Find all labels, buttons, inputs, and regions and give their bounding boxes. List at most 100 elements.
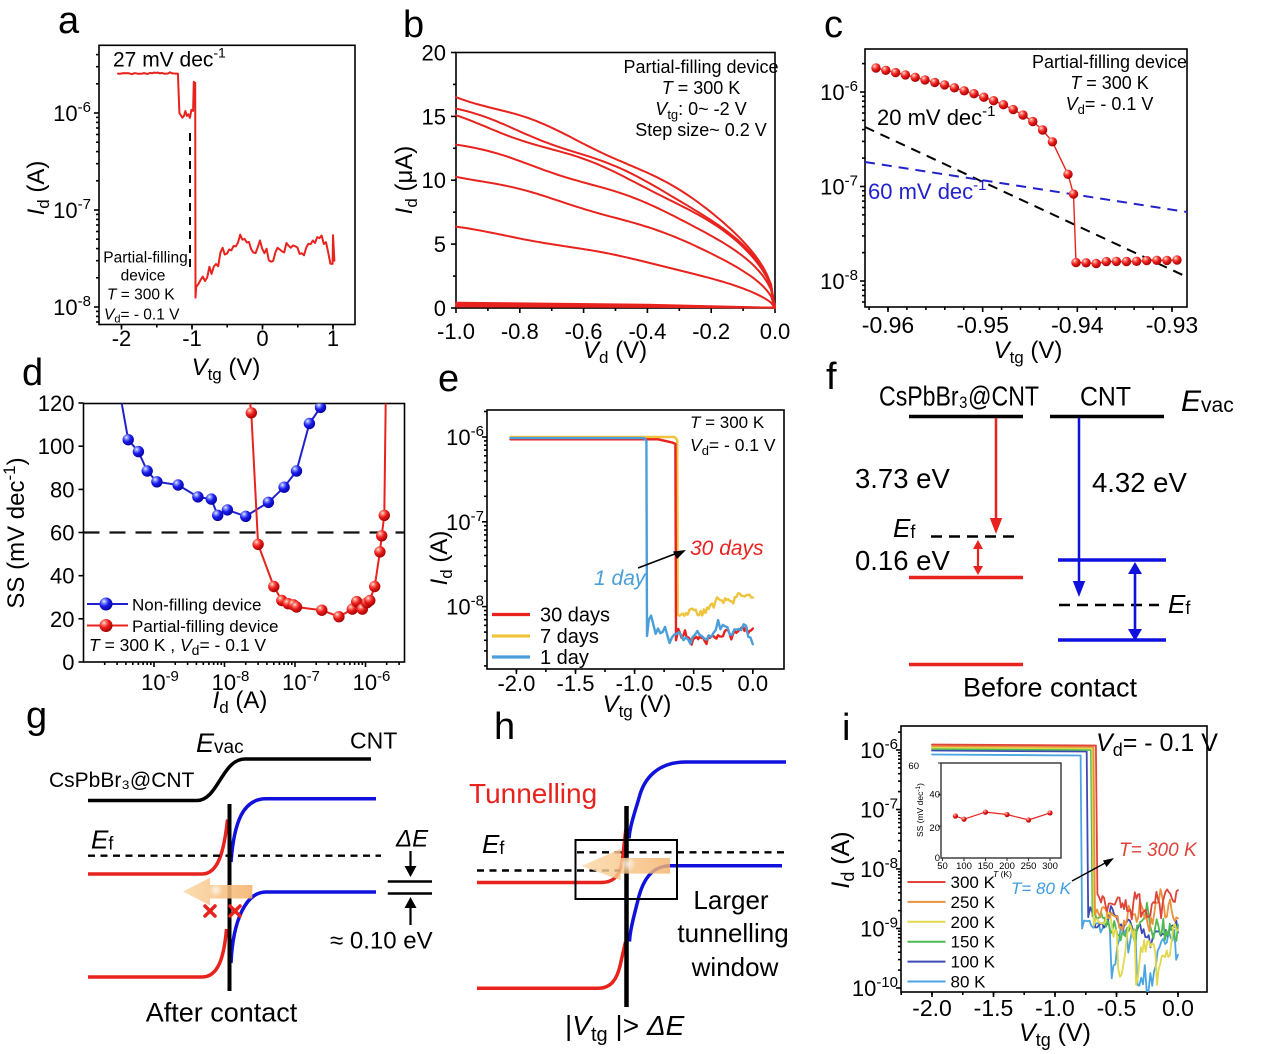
- svg-text:Larger: Larger: [693, 885, 768, 915]
- svg-text:≈ 0.10 eV: ≈ 0.10 eV: [330, 928, 433, 955]
- svg-text:20: 20: [50, 607, 74, 632]
- svg-text:10-7: 10-7: [820, 173, 858, 200]
- svg-text:T = 300 K , Vd= - 0.1 V: T = 300 K , Vd= - 0.1 V: [89, 635, 266, 658]
- svg-text:Vd= - 0.1 V: Vd= - 0.1 V: [690, 435, 776, 458]
- svg-text:-1: -1: [182, 326, 202, 351]
- svg-text:10-6: 10-6: [446, 423, 484, 450]
- svg-text:T= 80 K: T= 80 K: [1011, 879, 1072, 898]
- svg-text:0: 0: [935, 853, 940, 864]
- svg-text:15: 15: [422, 104, 446, 129]
- svg-text:10-6: 10-6: [860, 736, 898, 763]
- svg-text:150: 150: [978, 861, 994, 872]
- svg-text:300 K: 300 K: [951, 873, 996, 892]
- svg-text:SS (mV dec-1): SS (mV dec-1): [915, 783, 925, 837]
- svg-text:10-6: 10-6: [820, 78, 858, 105]
- svg-text:-0.4: -0.4: [628, 319, 666, 344]
- svg-text:Vtg: 0~ -2 V: Vtg: 0~ -2 V: [655, 99, 746, 122]
- svg-text:60 mV dec-1: 60 mV dec-1: [868, 177, 987, 204]
- svg-text:-0.8: -0.8: [501, 319, 539, 344]
- svg-text:f: f: [826, 356, 837, 398]
- svg-text:-2.0: -2.0: [912, 995, 952, 1021]
- svg-text:Vd= - 0.1 V: Vd= - 0.1 V: [104, 307, 180, 326]
- svg-text:-2: -2: [112, 326, 132, 351]
- svg-text:-1.0: -1.0: [437, 319, 475, 344]
- svg-text:-0.6: -0.6: [565, 319, 603, 344]
- svg-text:300: 300: [1042, 861, 1058, 872]
- svg-text:60: 60: [50, 521, 74, 546]
- svg-text:T = 300 K: T = 300 K: [662, 78, 741, 98]
- svg-text:-1.5: -1.5: [974, 995, 1014, 1021]
- svg-text:10-6: 10-6: [353, 668, 391, 695]
- svg-text:100 K: 100 K: [951, 953, 996, 972]
- svg-text:T = 300 K: T = 300 K: [1070, 73, 1149, 93]
- svg-text:Vtg (V): Vtg (V): [603, 691, 672, 721]
- svg-text:150 K: 150 K: [951, 933, 996, 952]
- svg-text:0: 0: [62, 650, 74, 675]
- svg-text:Tunnelling: Tunnelling: [469, 778, 597, 809]
- svg-text:10-8: 10-8: [860, 855, 898, 882]
- svg-text:10-6: 10-6: [53, 99, 91, 126]
- svg-text:ΔE: ΔE: [395, 826, 429, 853]
- svg-text:Id (A): Id (A): [827, 831, 858, 888]
- svg-text:80: 80: [50, 477, 74, 502]
- svg-text:T (K): T (K): [993, 869, 1012, 879]
- svg-text:After contact: After contact: [146, 998, 298, 1028]
- svg-text:CsPbBr₃@CNT: CsPbBr₃@CNT: [879, 381, 1039, 412]
- svg-text:10: 10: [422, 168, 446, 193]
- svg-text:g: g: [26, 695, 47, 737]
- svg-text:device: device: [121, 268, 166, 285]
- svg-text:SS (mV dec-1): SS (mV dec-1): [0, 457, 30, 608]
- svg-text:100: 100: [38, 434, 75, 459]
- svg-text:i: i: [842, 707, 850, 749]
- svg-text:CsPbBr₃@CNT: CsPbBr₃@CNT: [49, 769, 195, 792]
- svg-text:100: 100: [956, 861, 972, 872]
- svg-text:e: e: [438, 358, 459, 400]
- svg-text:Id (A): Id (A): [426, 531, 456, 586]
- svg-text:Partial-filling device: Partial-filling device: [132, 617, 278, 636]
- svg-text:20: 20: [929, 823, 940, 834]
- svg-text:Vd= - 0.1 V: Vd= - 0.1 V: [1096, 729, 1218, 760]
- svg-text:50: 50: [937, 861, 948, 872]
- svg-text:b: b: [403, 4, 424, 46]
- svg-text:250 K: 250 K: [951, 893, 996, 912]
- svg-text:CNT: CNT: [350, 728, 397, 754]
- svg-text:T = 300 K: T = 300 K: [107, 287, 175, 304]
- svg-text:7 days: 7 days: [540, 626, 599, 648]
- svg-text:10-9: 10-9: [141, 668, 179, 695]
- svg-text:CNT: CNT: [1080, 382, 1131, 412]
- svg-text:Id (A): Id (A): [23, 161, 53, 216]
- svg-text:10-9: 10-9: [860, 915, 898, 942]
- svg-text:10-7: 10-7: [860, 796, 898, 823]
- svg-text:-1.0: -1.0: [1035, 995, 1075, 1021]
- svg-text:60: 60: [908, 761, 919, 772]
- svg-text:20: 20: [422, 41, 446, 66]
- svg-text:5: 5: [434, 232, 446, 257]
- svg-text:10-7: 10-7: [282, 668, 320, 695]
- svg-text:10-7: 10-7: [53, 196, 91, 223]
- svg-text:T= 300 K: T= 300 K: [1119, 840, 1198, 861]
- svg-text:27 mV dec-1: 27 mV dec-1: [113, 45, 226, 72]
- svg-text:30 days: 30 days: [690, 537, 764, 560]
- svg-text:-0.2: -0.2: [692, 319, 730, 344]
- svg-text:c: c: [824, 4, 843, 46]
- svg-text:1: 1: [327, 326, 339, 351]
- svg-text:80 K: 80 K: [951, 973, 987, 992]
- svg-text:tunnelling: tunnelling: [677, 918, 788, 948]
- svg-text:0.16 eV: 0.16 eV: [855, 545, 950, 576]
- svg-text:Step size~ 0.2 V: Step size~ 0.2 V: [635, 120, 767, 140]
- svg-text:20 mV dec-1: 20 mV dec-1: [877, 103, 996, 130]
- svg-text:30 days: 30 days: [540, 605, 610, 627]
- svg-text:0: 0: [256, 326, 268, 351]
- svg-text:1 day: 1 day: [540, 647, 589, 669]
- svg-text:-0.95: -0.95: [956, 312, 1008, 338]
- svg-text:Evac: Evac: [1181, 385, 1234, 418]
- svg-text:Non-filling device: Non-filling device: [132, 596, 261, 615]
- svg-text:10-8: 10-8: [446, 593, 484, 620]
- svg-text:Ef: Ef: [91, 825, 114, 855]
- svg-text:Id (A): Id (A): [213, 687, 268, 717]
- svg-text:d: d: [22, 352, 43, 394]
- svg-text:Ef: Ef: [1168, 589, 1191, 619]
- svg-text:h: h: [494, 706, 515, 748]
- svg-text:window: window: [691, 952, 779, 982]
- svg-text:0: 0: [434, 296, 446, 321]
